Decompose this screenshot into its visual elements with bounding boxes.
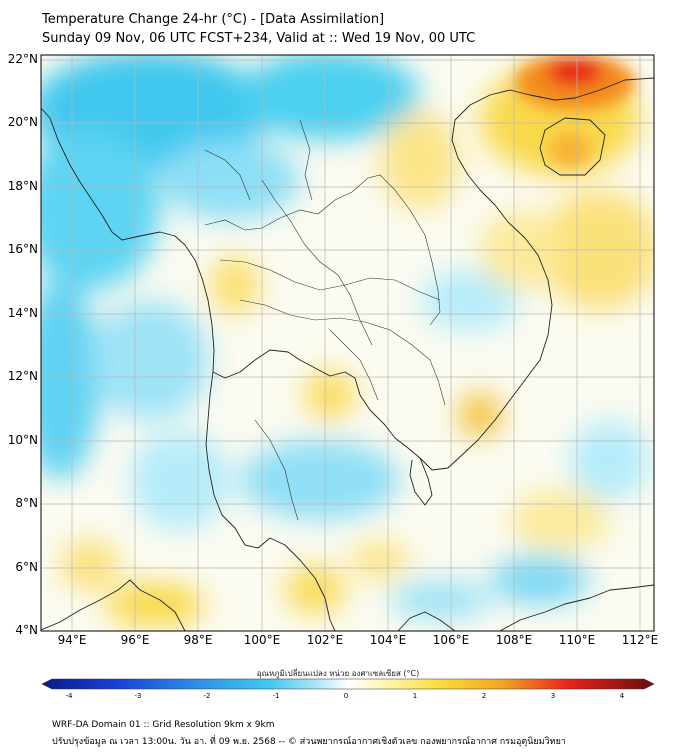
lat-label: 16°N [7,242,38,256]
lon-label: 110°E [558,633,596,647]
lon-label: 96°E [120,633,150,647]
colorbar-tick: -1 [272,692,280,700]
lat-label: 6°N [15,560,38,574]
lat-label: 8°N [15,496,38,510]
colorbar-gradient [41,678,655,690]
lat-label: 10°N [7,433,38,447]
lat-label: 14°N [7,306,38,320]
lon-label: 106°E [432,633,470,647]
lat-label: 20°N [7,115,38,129]
map-title: Temperature Change 24-hr (°C) - [Data As… [42,12,385,27]
colorbar-tick: 0 [343,692,349,700]
lat-label: 12°N [7,369,38,383]
coastlines [41,77,654,631]
lon-label: 94°E [57,633,87,647]
lon-label: 112°E [621,633,659,647]
colorbar-tick: 4 [619,692,625,700]
lon-label: 100°E [243,633,281,647]
lon-label: 108°E [495,633,533,647]
colorbar-tick: 2 [481,692,487,700]
lon-label: 104°E [369,633,407,647]
map-plot-area [41,55,654,631]
graticule [41,55,654,631]
colorbar-label: อุณหภูมิเปลี่ยนแปลง หน่วย องศาเซลเซียส (… [256,669,420,678]
map-frame [40,54,655,632]
lon-label: 102°E [306,633,344,647]
lon-label: 98°E [183,633,213,647]
colorbar [41,678,655,690]
lat-label: 4°N [15,623,38,637]
footer-credit: ปรับปรุงข้อมูล ณ เวลา 13:00น. วัน อา. ที… [52,737,566,747]
colorbar-tick: -3 [134,692,142,700]
colorbar-tick: 1 [412,692,418,700]
footer-model-info: WRF-DA Domain 01 :: Grid Resolution 9km … [52,720,275,730]
province-borders [204,119,446,521]
hot-spot [515,55,635,168]
colorbar-tick: 3 [550,692,556,700]
lat-label: 18°N [7,179,38,193]
lat-label: 22°N [7,52,38,66]
colorbar-tick: -2 [203,692,211,700]
map-subtitle: Sunday 09 Nov, 06 UTC FCST+234, Valid at… [42,31,476,46]
colorbar-tick: -4 [65,692,73,700]
